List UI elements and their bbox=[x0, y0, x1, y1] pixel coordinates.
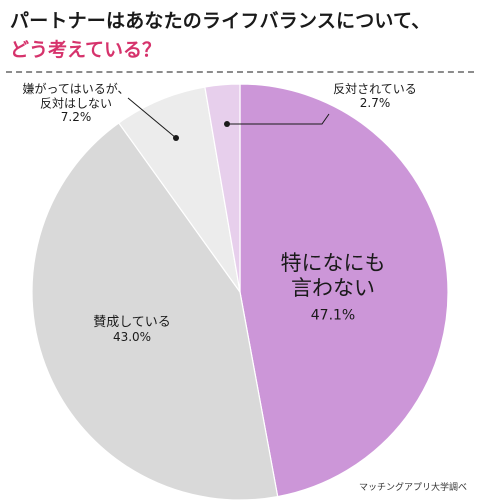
slice-no-comment-label: 特になにも言わない 47.1% bbox=[281, 251, 386, 323]
chart-title-line1: パートナーはあなたのライフバランスについて、 bbox=[10, 10, 431, 32]
slice-oppose-value: 2.7% bbox=[360, 96, 391, 110]
slice-dislike-but-ok-leader bbox=[127, 97, 177, 139]
slice-dislike-but-ok-label: 嫌がってはいるが、反対はしない 7.2% bbox=[23, 81, 130, 124]
slice-oppose-leader bbox=[227, 113, 330, 125]
slice-labels: 特になにも言わない 47.1% 賛成している 43.0% 嫌がってはいるが、反対はしない… bbox=[23, 81, 417, 344]
slice-dislike-but-ok-value: 7.2% bbox=[61, 110, 92, 124]
slice-agree-label: 賛成している 43.0% bbox=[93, 315, 171, 344]
leader-lines bbox=[127, 97, 330, 141]
slice-oppose-label: 反対されている 2.7% bbox=[333, 82, 417, 110]
chart-title-line2: どう考えている？ bbox=[10, 39, 162, 61]
title-divider bbox=[6, 71, 474, 73]
slice-oppose bbox=[204, 83, 241, 293]
slice-no-comment-value: 47.1% bbox=[311, 307, 355, 323]
slice-no-comment bbox=[239, 83, 449, 498]
slice-dislike-but-ok-leader-dot bbox=[173, 135, 179, 141]
slice-agree bbox=[31, 122, 279, 500]
source-credit: マッチングアプリ大学調べ bbox=[358, 483, 467, 493]
slice-oppose-leader-dot bbox=[224, 121, 230, 127]
pie-slices bbox=[31, 83, 449, 500]
slice-agree-value: 43.0% bbox=[113, 330, 151, 344]
